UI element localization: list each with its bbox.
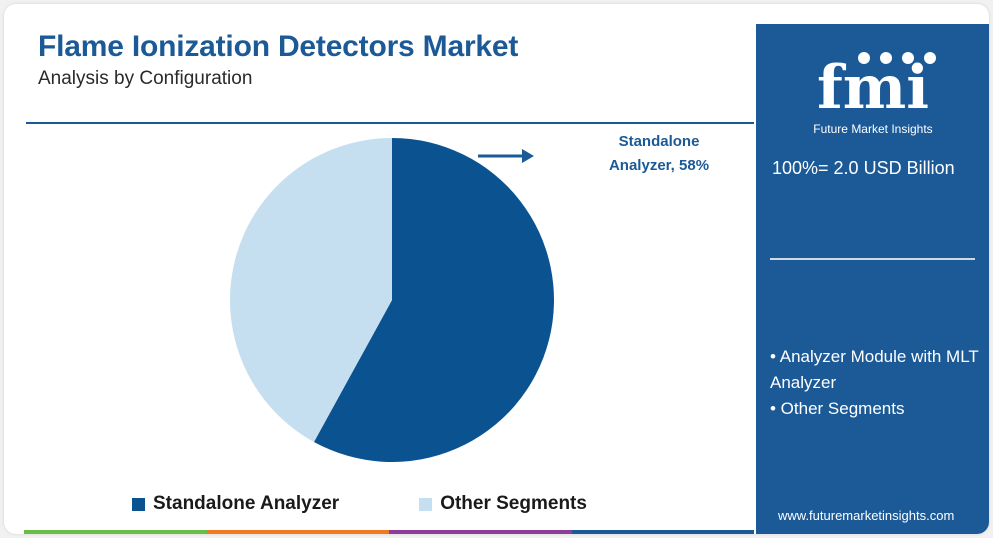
- legend-label-standalone: Standalone Analyzer: [153, 493, 340, 514]
- chart-title: Flame Ionization Detectors Market: [38, 30, 519, 63]
- bottom-bar-segment: [389, 530, 572, 534]
- pie-slice-standalone-analyzer: [313, 138, 554, 462]
- title-divider: [26, 122, 754, 124]
- legend-item-other: Other Segments: [419, 493, 587, 515]
- svg-text:fmi: fmi: [817, 53, 929, 123]
- bottom-bar-segment: [571, 530, 754, 534]
- segment-item: • Analyzer Module with MLT Analyzer: [770, 347, 979, 392]
- website-url: www.futuremarketinsights.com: [778, 508, 955, 523]
- legend-item-standalone: Standalone Analyzer: [132, 493, 339, 515]
- callout-arrow: [478, 149, 534, 163]
- bottom-bar-segment: [24, 530, 207, 534]
- bottom-color-bar: [24, 530, 754, 534]
- side-panel: fmi Future Market Insights 100%= 2.0 USD…: [756, 24, 989, 534]
- fmi-logo-mark: fmi: [817, 52, 936, 123]
- segment-item: • Other Segments: [770, 399, 905, 418]
- pie-slices: [230, 138, 554, 462]
- chart-subtitle: Analysis by Configuration: [38, 68, 253, 89]
- pie-chart: [230, 138, 554, 462]
- panel-divider: [770, 258, 975, 260]
- bottom-bar-segment: [206, 530, 389, 534]
- callout-line-2: Analyzer, 58%: [608, 157, 710, 174]
- market-total: 100%= 2.0 USD Billion: [772, 158, 955, 178]
- fmi-logo: fmi Future Market Insights: [790, 44, 956, 144]
- slice-callout: Standalone Analyzer, 58%: [584, 130, 734, 178]
- infographic-card: Flame Ionization Detectors Market Analys…: [4, 4, 989, 534]
- legend-label-other: Other Segments: [440, 493, 587, 514]
- legend-swatch-other: [419, 497, 433, 511]
- legend: Standalone Analyzer Other Segments: [132, 491, 667, 517]
- logo-subtitle: Future Market Insights: [813, 122, 933, 136]
- legend-swatch-standalone: [132, 497, 145, 511]
- segment-list: • Analyzer Module with MLT Analyzer • Ot…: [770, 344, 985, 422]
- callout-line-1: Standalone: [618, 133, 700, 150]
- pie-slice-other-segments: [230, 138, 392, 442]
